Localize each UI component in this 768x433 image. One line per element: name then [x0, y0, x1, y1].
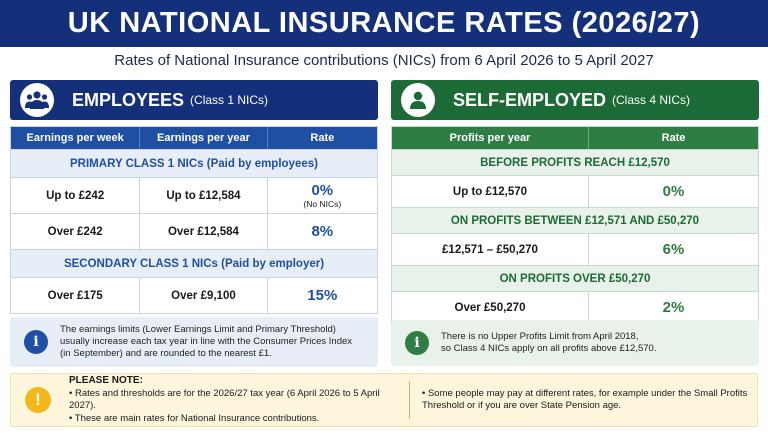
info-line: There is no Upper Profits Limit from Apr… — [441, 331, 639, 342]
person-icon — [401, 83, 435, 117]
employees-info-box: i The earnings limits (Lower Earnings Li… — [10, 317, 378, 367]
profits-cell: £12,571 – £50,270 — [392, 234, 589, 265]
note-left-column: PLEASE NOTE: • Rates and thresholds are … — [69, 375, 399, 425]
self-employed-table: Profits per year Rate BEFORE PROFITS REA… — [391, 126, 759, 324]
column-header: Profits per year — [392, 127, 589, 149]
employees-subheading: (Class 1 NICs) — [190, 93, 269, 107]
earnings-week-cell: Over £175 — [11, 278, 141, 313]
warning-icon: ! — [25, 387, 51, 413]
column-header: Rate — [661, 132, 686, 144]
note-right-column: • Some people may pay at different rates… — [422, 388, 752, 413]
note-item-text: These are main rates for National Insura… — [74, 412, 320, 424]
profits-section-label: BEFORE PROFITS REACH £12,570 — [392, 149, 758, 175]
divider — [409, 381, 410, 419]
column-header: Rate — [310, 132, 335, 144]
employees-info-text: The earnings limits (Lower Earnings Limi… — [60, 324, 360, 360]
earnings-year-cell: Over £12,584 — [140, 214, 268, 249]
info-line: so Class 4 NICs apply on all profits abo… — [441, 343, 657, 354]
profits-section-label: ON PROFITS BETWEEN £12,571 AND £50,270 — [392, 207, 758, 233]
rate-cell: 6% — [662, 241, 685, 258]
table-row: Up to £242 Up to £12,584 0% (No NICs) — [11, 177, 377, 213]
table-row: Up to £12,570 0% — [392, 175, 758, 207]
info-line: The earnings limits (Lower Earnings Limi… — [60, 324, 336, 335]
table-row: £12,571 – £50,270 6% — [392, 233, 758, 265]
rate-cell: 0% — [662, 183, 685, 200]
earnings-week-cell: Up to £242 — [11, 178, 141, 213]
self-employed-heading: SELF-EMPLOYED — [453, 89, 607, 110]
table-row: Over £175 Over £9,100 15% — [11, 277, 377, 313]
title-banner: UK NATIONAL INSURANCE RATES (2026/27) — [0, 0, 768, 47]
note-item: • Some people may pay at different rates… — [422, 387, 748, 412]
rate-value: 0% — [311, 182, 334, 199]
earnings-year-cell: Up to £12,584 — [140, 178, 268, 213]
info-line: (in September) and are rounded to the ne… — [60, 348, 272, 359]
rate-cell: 0% (No NICs) — [268, 178, 377, 213]
self-employed-info-text: There is no Upper Profits Limit from Apr… — [441, 331, 741, 355]
people-group-icon — [20, 83, 54, 117]
note-item-text: Rates and thresholds are for the 2026/27… — [69, 387, 380, 412]
self-employed-subheading: (Class 4 NICs) — [612, 93, 691, 107]
table-header-row: Earnings per week Earnings per year Rate — [11, 127, 377, 149]
profits-cell: Up to £12,570 — [392, 176, 589, 207]
rate-cell: 2% — [662, 299, 685, 316]
note-item-text: Some people may pay at different rates, … — [422, 387, 748, 412]
profits-cell: Over £50,270 — [392, 292, 589, 323]
employees-header: EMPLOYEES (Class 1 NICs) — [10, 80, 378, 120]
self-employed-info-box: i There is no Upper Profits Limit from A… — [391, 320, 759, 366]
primary-section-label: PRIMARY CLASS 1 NICs (Paid by employees) — [11, 149, 377, 177]
info-icon: i — [405, 331, 429, 355]
please-note-box: ! PLEASE NOTE: • Rates and thresholds ar… — [10, 373, 758, 427]
column-header: Earnings per year — [140, 127, 268, 149]
page-subtitle: Rates of National Insurance contribution… — [114, 52, 654, 69]
page-title: UK NATIONAL INSURANCE RATES (2026/27) — [67, 7, 701, 39]
secondary-section-label: SECONDARY CLASS 1 NICs (Paid by employer… — [11, 249, 377, 277]
earnings-year-cell: Over £9,100 — [140, 278, 268, 313]
info-line: usually increase each tax year in line w… — [60, 336, 353, 347]
rate-cell: 8% — [311, 223, 334, 240]
note-item: • Rates and thresholds are for the 2026/… — [69, 387, 380, 412]
profits-section-label: ON PROFITS OVER £50,270 — [392, 265, 758, 291]
employees-table: Earnings per week Earnings per year Rate… — [10, 126, 378, 314]
note-title: PLEASE NOTE: — [69, 375, 143, 386]
column-header: Earnings per week — [11, 127, 141, 149]
rate-cell: 15% — [307, 287, 338, 304]
table-header-row: Profits per year Rate — [392, 127, 758, 149]
table-row: Over £50,270 2% — [392, 291, 758, 323]
employees-heading: EMPLOYEES — [72, 89, 185, 110]
earnings-week-cell: Over £242 — [11, 214, 141, 249]
self-employed-header: SELF-EMPLOYED (Class 4 NICs) — [391, 80, 759, 120]
table-row: Over £242 Over £12,584 8% — [11, 213, 377, 249]
rate-note: (No NICs) — [303, 199, 342, 209]
info-icon: i — [24, 330, 48, 354]
note-item: • These are main rates for National Insu… — [69, 412, 320, 424]
